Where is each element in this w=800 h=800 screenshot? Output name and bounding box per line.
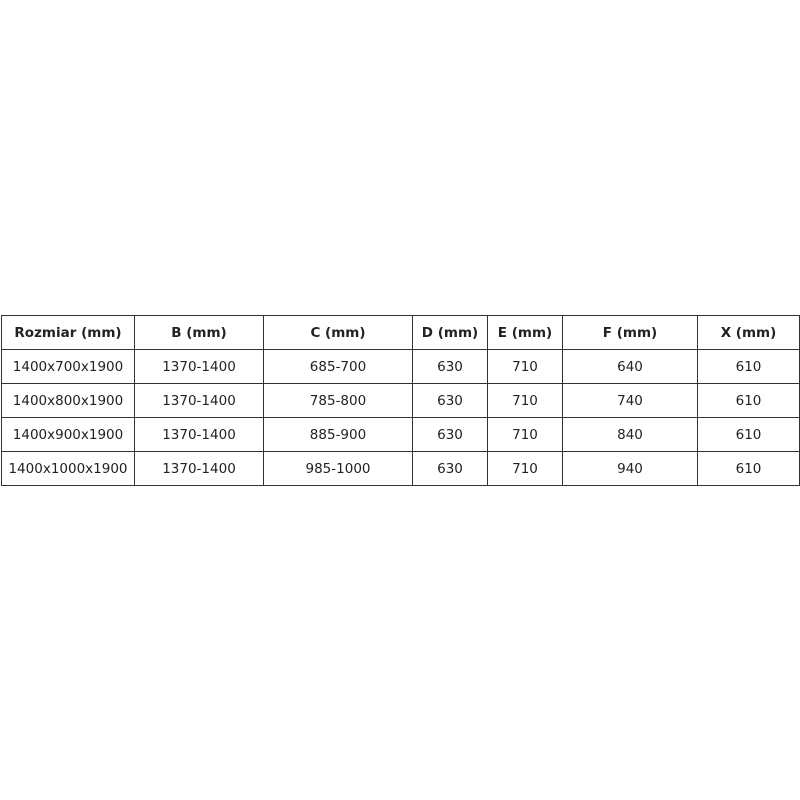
table-cell: 840 — [562, 417, 698, 452]
header-cell: E (mm) — [487, 315, 563, 350]
table-cell: 710 — [487, 451, 563, 486]
table-cell: 1370-1400 — [134, 451, 264, 486]
table-cell: 1370-1400 — [134, 349, 264, 384]
table-cell: 1400x1000x1900 — [1, 451, 135, 486]
table-cell: 1370-1400 — [134, 417, 264, 452]
table-cell: 785-800 — [263, 383, 413, 418]
table-row: 1400x700x1900 1370-1400 685-700 630 710 640 61… — [1, 349, 800, 384]
table-row: 1400x800x1900 1370-1400 785-800 630 710 740 61… — [1, 383, 800, 418]
table-row: 1400x1000x1900 1370-1400 985-1000 630 710 940… — [1, 451, 800, 486]
table-cell: 885-900 — [263, 417, 413, 452]
header-cell: F (mm) — [562, 315, 698, 350]
table-cell: 1400x800x1900 — [1, 383, 135, 418]
table-cell: 985-1000 — [263, 451, 413, 486]
table-cell: 1400x700x1900 — [1, 349, 135, 384]
table-cell: 710 — [487, 349, 563, 384]
dimensions-table: Rozmiar (mm) B (mm) C (mm) D (mm) E (mm)… — [1, 315, 800, 486]
header-cell: C (mm) — [263, 315, 413, 350]
table-cell: 630 — [412, 451, 488, 486]
header-cell: Rozmiar (mm) — [1, 315, 135, 350]
table-cell: 610 — [697, 349, 800, 384]
table-cell: 710 — [487, 383, 563, 418]
table-cell: 610 — [697, 417, 800, 452]
header-cell: D (mm) — [412, 315, 488, 350]
header-row: Rozmiar (mm) B (mm) C (mm) D (mm) E (mm)… — [1, 315, 800, 350]
table-cell: 630 — [412, 417, 488, 452]
table-cell: 940 — [562, 451, 698, 486]
table-cell: 710 — [487, 417, 563, 452]
table-cell: 610 — [697, 383, 800, 418]
table-cell: 1400x900x1900 — [1, 417, 135, 452]
header-cell: X (mm) — [697, 315, 800, 350]
table-cell: 610 — [697, 451, 800, 486]
table-cell: 630 — [412, 383, 488, 418]
table-cell: 685-700 — [263, 349, 413, 384]
table-cell: 740 — [562, 383, 698, 418]
table-cell: 630 — [412, 349, 488, 384]
table-cell: 1370-1400 — [134, 383, 264, 418]
table-cell: 640 — [562, 349, 698, 384]
table-row: 1400x900x1900 1370-1400 885-900 630 710 840 61… — [1, 417, 800, 452]
header-cell: B (mm) — [134, 315, 264, 350]
